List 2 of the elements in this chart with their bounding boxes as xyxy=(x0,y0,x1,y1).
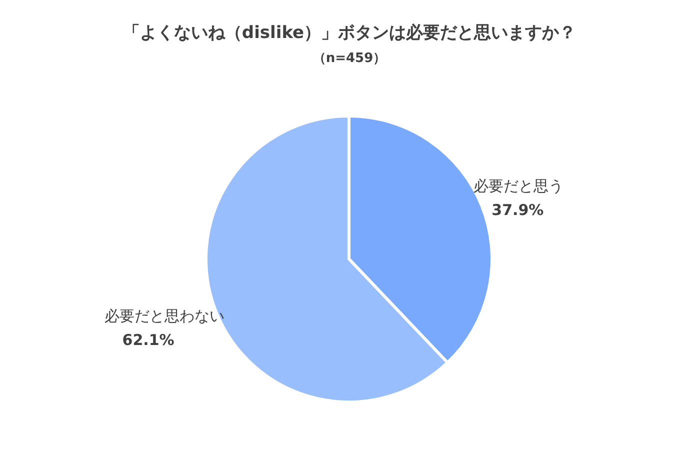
title: 「よくないね（dislike）」ボタンは必要だと思いますか？ xyxy=(122,23,576,43)
subtitle: （n=459） xyxy=(312,51,386,66)
